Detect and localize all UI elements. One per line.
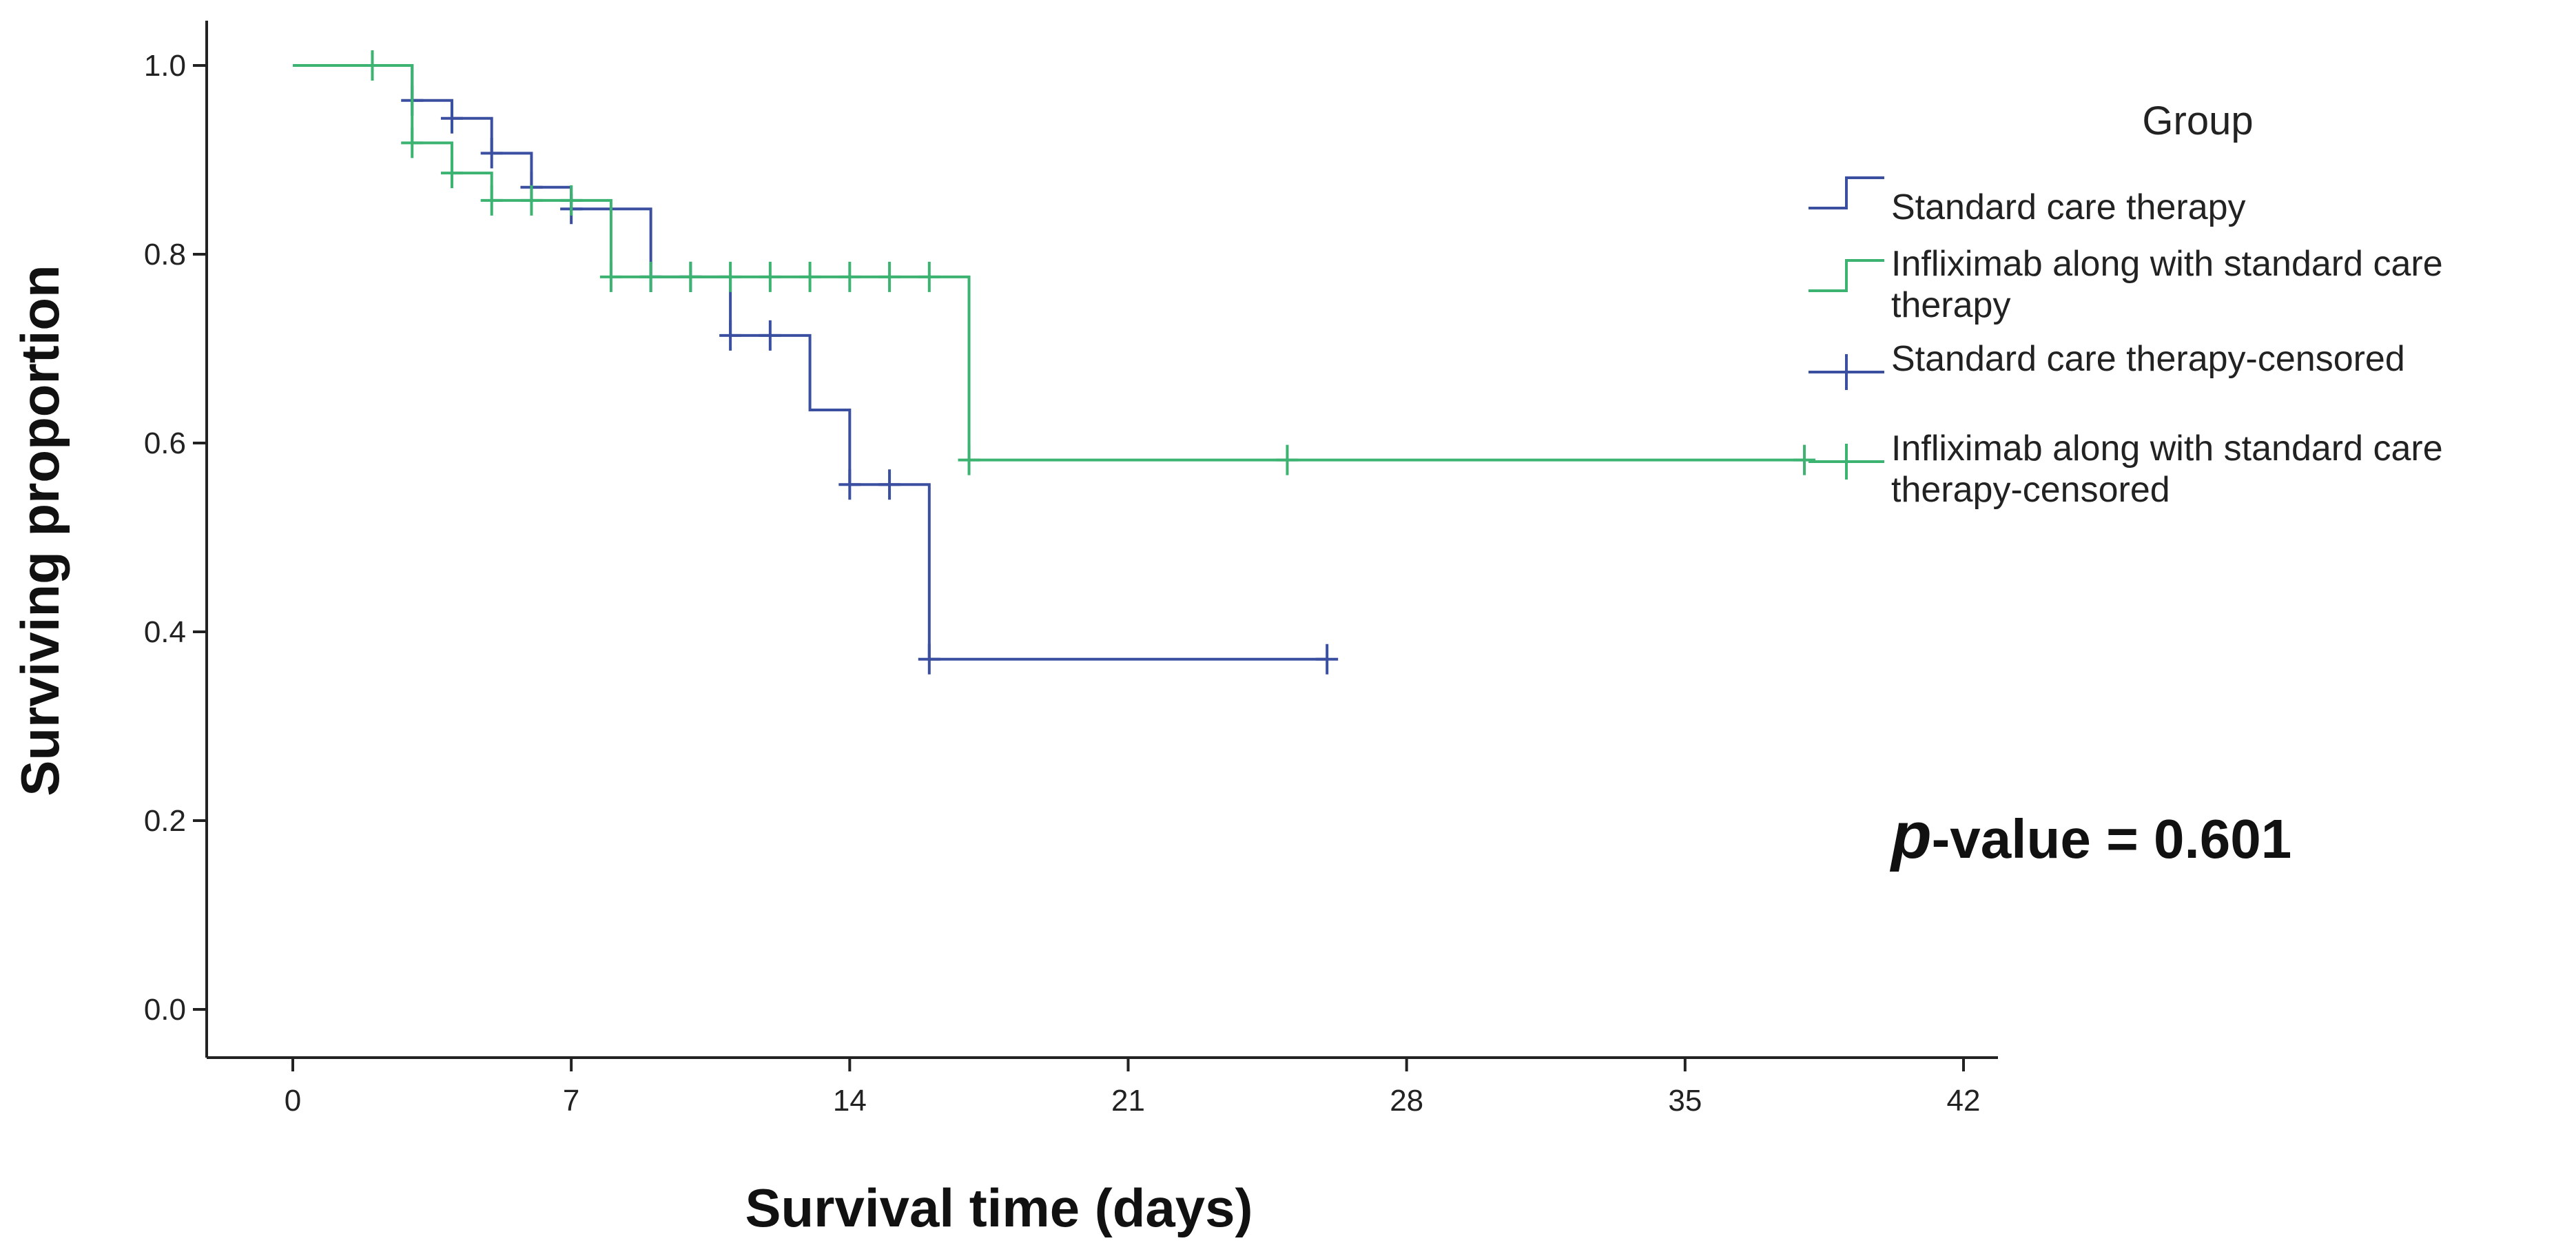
censor-mark-1 (759, 261, 781, 292)
censor-mark-1 (719, 261, 742, 292)
x-axis-ticks: 0 7 14 21 28 35 42 (285, 1058, 1981, 1118)
legend-censor-symbol (1809, 354, 1884, 390)
censor-mark-1 (679, 261, 702, 292)
censor-mark-0 (838, 469, 861, 500)
y-tick-label: 0.6 (144, 426, 186, 460)
censor-mark-1 (1276, 444, 1299, 475)
censor-mark-1 (1793, 444, 1816, 475)
legend-label-line: Standard care therapy (1891, 187, 2246, 227)
legend-censor-symbol (1809, 444, 1884, 480)
y-tick-label: 1.0 (144, 49, 186, 83)
legend-label: Standard care therapy (1891, 187, 2246, 227)
censor-mark-1 (838, 261, 861, 292)
legend-label-line: therapy-censored (1891, 470, 2170, 510)
p-value-text: -value = 0.601 (1932, 808, 2292, 870)
censor-mark-1 (480, 185, 503, 216)
x-tick-label: 7 (563, 1084, 579, 1118)
legend-step-symbol (1809, 176, 1884, 209)
p-value-annotation: p-value = 0.601 (1889, 799, 2291, 872)
series-line-0 (293, 64, 1328, 661)
censor-mark-1 (958, 444, 980, 475)
y-axis-title: Surviving proportion (10, 265, 70, 796)
x-axis-title: Survival time (days) (745, 1178, 1253, 1238)
censor-mark-1 (440, 158, 463, 189)
legend-label-line: Infliximab along with standard care (1891, 429, 2443, 469)
y-tick-label: 0.2 (144, 804, 186, 838)
censor-mark-1 (599, 261, 622, 292)
x-tick-label: 21 (1111, 1084, 1145, 1118)
censor-mark-1 (918, 261, 940, 292)
x-tick-label: 14 (833, 1084, 867, 1118)
x-tick-label: 42 (1947, 1084, 1981, 1118)
censor-mark-0 (759, 320, 781, 351)
series-line-1 (293, 64, 1805, 462)
p-value-italic: p (1889, 799, 1932, 872)
x-tick-label: 0 (285, 1084, 301, 1118)
censor-mark-0 (719, 320, 742, 351)
series-layer (293, 50, 1816, 675)
legend-label-line: therapy (1891, 285, 2010, 325)
legend-label: Infliximab along with standard care thera… (1891, 429, 2443, 510)
censor-mark-0 (878, 469, 901, 500)
legend-label: Infliximab along with standard care thera… (1891, 244, 2443, 325)
censor-mark-0 (440, 103, 463, 134)
legend-label: Standard care therapy-censored (1891, 339, 2405, 379)
legend: Group Standard care therapy Infliximab al… (1809, 99, 2443, 510)
y-tick-label: 0.0 (144, 993, 186, 1027)
censor-mark-0 (918, 644, 940, 675)
x-tick-label: 28 (1390, 1084, 1423, 1118)
censor-mark-0 (480, 138, 503, 169)
legend-label-line: Standard care therapy-censored (1891, 339, 2405, 379)
censor-mark-1 (798, 261, 821, 292)
censor-mark-0 (1316, 644, 1339, 675)
legend-title: Group (2142, 99, 2253, 143)
y-tick-label: 0.8 (144, 238, 186, 271)
censor-mark-1 (520, 185, 543, 216)
y-tick-label: 0.4 (144, 615, 186, 649)
y-axis-ticks: 0.0 0.2 0.4 0.6 0.8 1.0 (144, 49, 207, 1027)
censor-mark-1 (878, 261, 901, 292)
legend-label-line: Infliximab along with standard care (1891, 244, 2443, 284)
censor-mark-1 (361, 50, 384, 81)
censor-mark-1 (401, 127, 424, 158)
censor-mark-1 (560, 185, 583, 216)
legend-items: Standard care therapy Infliximab along wi… (1809, 176, 2443, 510)
legend-step-symbol (1809, 259, 1884, 292)
censor-mark-1 (639, 261, 662, 292)
x-tick-label: 35 (1668, 1084, 1702, 1118)
